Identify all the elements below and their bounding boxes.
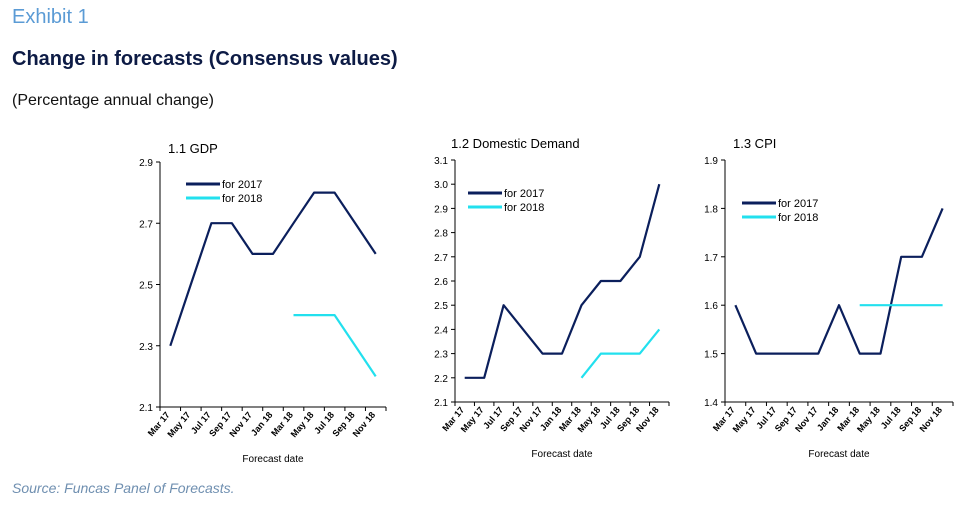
- chart-title: 1.3 CPI: [733, 136, 776, 151]
- page-subtitle: (Percentage annual change): [12, 92, 214, 109]
- y-tick-label: 1.9: [704, 156, 718, 167]
- y-tick-label: 2.5: [434, 301, 448, 312]
- legend-label: for 2017: [504, 188, 544, 200]
- y-tick-label: 2.9: [139, 158, 153, 169]
- series-line-for-2018: [580, 328, 661, 379]
- y-tick-label: 1.5: [704, 350, 718, 361]
- series-line-for-2017: [169, 191, 377, 347]
- y-tick-label: 1.4: [704, 398, 718, 409]
- page-title: Change in forecasts (Consensus values): [12, 48, 398, 70]
- y-tick-label: 2.1: [139, 403, 153, 414]
- x-tick-label: Nov 18: [351, 410, 378, 439]
- exhibit-label: Exhibit 1: [12, 6, 89, 28]
- y-tick-label: 2.5: [139, 281, 153, 292]
- x-axis-label: Forecast date: [242, 454, 304, 465]
- legend-label: for 2018: [504, 202, 544, 214]
- y-tick-label: 1.7: [704, 253, 718, 264]
- series-line-for-2017: [734, 207, 944, 355]
- x-axis-label: Forecast date: [808, 449, 870, 460]
- y-tick-label: 1.6: [704, 301, 718, 312]
- legend-label: for 2017: [778, 198, 818, 210]
- legend-label: for 2018: [222, 193, 262, 205]
- legend-label: for 2017: [222, 179, 262, 191]
- series-line-for-2018: [293, 314, 377, 378]
- y-tick-label: 2.8: [434, 229, 448, 240]
- y-tick-label: 2.3: [139, 342, 153, 353]
- legend-label: for 2018: [778, 212, 818, 224]
- y-tick-label: 2.3: [434, 350, 448, 361]
- y-tick-label: 2.1: [434, 398, 448, 409]
- x-tick-label: Nov 17: [793, 405, 820, 434]
- x-tick-label: May 18: [855, 405, 882, 434]
- source-note: Source: Funcas Panel of Forecasts.: [12, 480, 235, 496]
- y-tick-label: 2.7: [139, 219, 153, 230]
- chart-title: 1.1 GDP: [168, 141, 218, 156]
- y-tick-label: 2.4: [434, 325, 448, 336]
- x-tick-label: May 17: [165, 410, 192, 439]
- x-tick-label: Nov 17: [227, 410, 254, 439]
- y-tick-label: 2.7: [434, 253, 448, 264]
- chart-title: 1.2 Domestic Demand: [451, 136, 580, 151]
- x-tick-label: May 17: [731, 405, 758, 434]
- y-tick-label: 3.0: [434, 180, 448, 191]
- x-tick-label: Nov 18: [918, 405, 945, 434]
- y-tick-label: 2.2: [434, 374, 448, 385]
- x-tick-label: May 18: [289, 410, 316, 439]
- y-tick-label: 3.1: [434, 156, 448, 167]
- chart-panel-2: 1.2 Domestic Demand 2.1 2.2 2.3 2.4 2.5 2.6 2.7…: [434, 136, 670, 460]
- y-tick-label: 1.8: [704, 204, 718, 215]
- y-tick-label: 2.6: [434, 277, 448, 288]
- series-line-for-2017: [464, 183, 661, 379]
- y-tick-label: 2.9: [434, 204, 448, 215]
- x-axis-label: Forecast date: [531, 449, 593, 460]
